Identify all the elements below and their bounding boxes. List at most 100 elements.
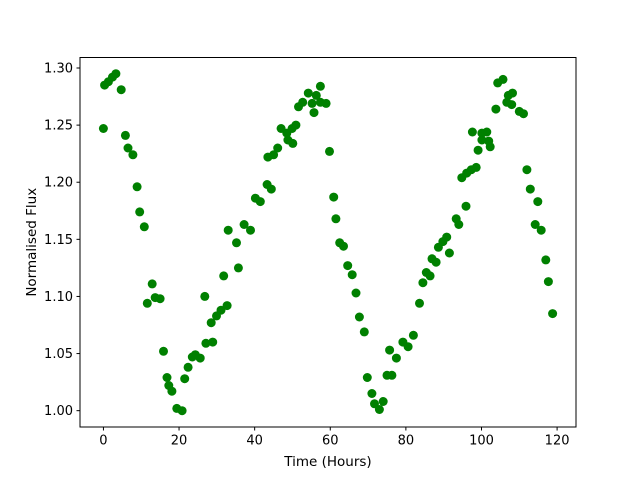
data-point	[315, 81, 325, 91]
data-point	[367, 389, 377, 398]
data-point	[482, 127, 492, 137]
data-point	[533, 197, 543, 207]
data-point	[444, 248, 454, 258]
data-point	[536, 225, 546, 235]
data-point	[351, 288, 361, 298]
data-point	[378, 397, 388, 406]
x-tick-label: 0	[99, 434, 107, 449]
data-point	[142, 298, 152, 308]
data-point	[498, 74, 508, 84]
y-tick-label: 1.25	[44, 119, 73, 134]
data-point	[147, 279, 157, 289]
data-point	[303, 88, 313, 98]
x-tick-label: 60	[322, 434, 339, 449]
x-tick-label: 20	[171, 434, 188, 449]
data-point	[201, 338, 211, 348]
plot-background	[80, 57, 576, 427]
data-point	[159, 346, 168, 356]
data-point	[343, 261, 353, 271]
data-point	[473, 145, 483, 155]
data-point	[216, 305, 226, 315]
axis-tick-labels: 0 20 40 60 80 100 120 1.00 1.05 1.10 1.15 1.20 1.25 1…	[44, 62, 569, 449]
data-point	[339, 241, 348, 251]
data-point	[180, 374, 190, 384]
y-tick-label: 1.20	[44, 176, 73, 191]
data-point	[471, 162, 481, 172]
data-point	[311, 90, 321, 100]
data-point	[522, 165, 532, 175]
data-point	[223, 225, 233, 235]
plot-area	[80, 57, 576, 427]
data-point	[155, 294, 165, 304]
data-point	[132, 182, 142, 192]
data-point	[331, 214, 341, 224]
data-point	[98, 124, 108, 133]
data-point	[477, 135, 487, 145]
data-point	[541, 255, 551, 265]
data-point	[530, 220, 540, 229]
data-point	[359, 327, 369, 337]
data-point	[239, 220, 249, 229]
data-point	[374, 405, 384, 414]
axes-spines	[79, 57, 577, 428]
data-point	[123, 143, 133, 153]
data-point	[167, 386, 177, 396]
data-point	[425, 271, 435, 281]
x-axis-label: Time (Hours)	[283, 454, 371, 470]
data-point	[347, 270, 357, 280]
data-point	[307, 98, 317, 108]
data-point	[273, 143, 283, 153]
data-point	[321, 98, 331, 108]
data-point	[128, 150, 138, 160]
data-point	[485, 142, 495, 152]
data-point	[362, 373, 372, 382]
y-tick-label: 1.00	[44, 404, 73, 419]
data-point	[491, 104, 501, 114]
y-tick-label: 1.30	[44, 62, 73, 77]
data-point	[325, 146, 334, 156]
data-point	[162, 373, 172, 382]
data-point	[298, 97, 308, 107]
scatter-points	[98, 69, 558, 416]
data-point	[246, 225, 255, 235]
data-point	[177, 406, 187, 416]
axis-ticks	[76, 67, 558, 431]
data-point	[329, 192, 339, 202]
axes-frame	[79, 57, 577, 428]
x-tick-label: 120	[545, 434, 570, 449]
y-tick-label: 1.10	[44, 290, 73, 305]
data-point	[467, 127, 477, 137]
data-point	[255, 197, 265, 207]
data-point	[418, 278, 428, 288]
data-point	[232, 238, 241, 248]
data-point	[288, 138, 298, 148]
data-point	[525, 184, 535, 194]
data-point	[206, 318, 216, 328]
data-point	[391, 353, 401, 363]
data-point	[519, 109, 528, 119]
data-point	[233, 263, 243, 273]
data-point	[266, 184, 276, 194]
data-point	[403, 342, 413, 352]
data-point	[195, 353, 205, 363]
data-point	[309, 108, 319, 118]
data-point	[385, 345, 395, 355]
data-point	[415, 298, 424, 308]
data-point	[508, 88, 517, 98]
data-point	[548, 309, 558, 319]
data-point	[269, 150, 279, 160]
x-tick-label: 80	[398, 434, 415, 449]
y-tick-label: 1.05	[44, 347, 73, 362]
data-point	[219, 271, 229, 281]
data-point	[461, 201, 471, 211]
y-tick-label: 1.15	[44, 233, 73, 248]
x-tick-label: 40	[246, 434, 263, 449]
data-point	[120, 130, 130, 140]
data-point	[135, 207, 145, 217]
data-point	[507, 100, 517, 110]
data-point	[387, 370, 397, 380]
data-point	[408, 330, 418, 340]
data-point	[208, 337, 218, 347]
